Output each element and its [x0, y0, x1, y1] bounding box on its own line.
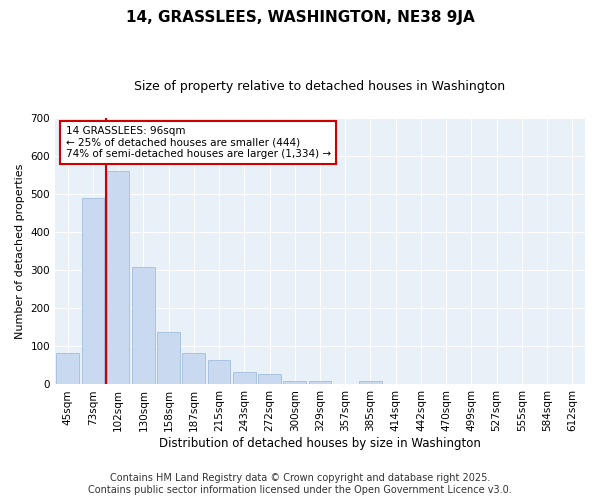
Bar	[107, 171, 130, 384]
Bar	[208, 360, 230, 384]
Bar	[359, 380, 382, 384]
Text: Contains HM Land Registry data © Crown copyright and database right 2025.
Contai: Contains HM Land Registry data © Crown c…	[88, 474, 512, 495]
Title: Size of property relative to detached houses in Washington: Size of property relative to detached ho…	[134, 80, 506, 93]
Bar	[182, 353, 205, 384]
Bar	[132, 268, 155, 384]
Bar	[233, 372, 256, 384]
Text: 14 GRASSLEES: 96sqm
← 25% of detached houses are smaller (444)
74% of semi-detac: 14 GRASSLEES: 96sqm ← 25% of detached ho…	[65, 126, 331, 159]
Bar	[157, 332, 180, 384]
Y-axis label: Number of detached properties: Number of detached properties	[15, 164, 25, 339]
Text: 14, GRASSLEES, WASHINGTON, NE38 9JA: 14, GRASSLEES, WASHINGTON, NE38 9JA	[125, 10, 475, 25]
Bar	[258, 374, 281, 384]
Bar	[56, 353, 79, 384]
Bar	[308, 380, 331, 384]
X-axis label: Distribution of detached houses by size in Washington: Distribution of detached houses by size …	[159, 437, 481, 450]
Bar	[283, 380, 306, 384]
Bar	[82, 198, 104, 384]
